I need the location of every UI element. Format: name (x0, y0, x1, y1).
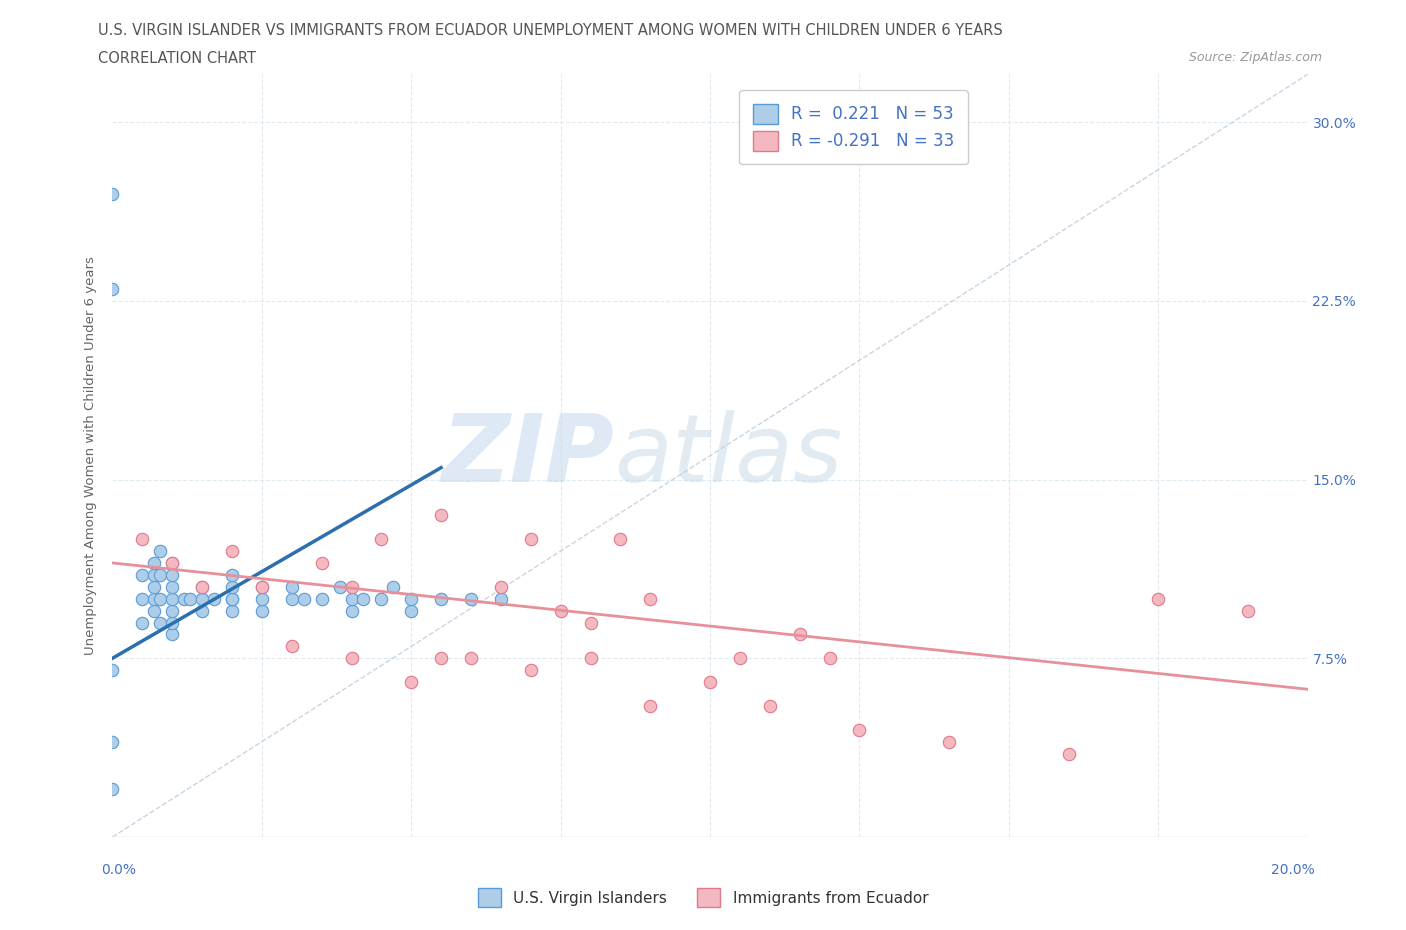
Point (1057, 746, 1080, 761)
Point (162, 591, 183, 606)
Point (162, 627, 183, 642)
Point (401, 674, 423, 689)
Point (759, 698, 782, 713)
Text: atlas: atlas (614, 410, 842, 501)
Text: Source: ZipAtlas.com: Source: ZipAtlas.com (1188, 51, 1322, 64)
Point (311, 591, 333, 606)
Point (179, 591, 201, 606)
Point (191, 579, 214, 594)
Point (191, 579, 214, 594)
Point (938, 735, 960, 750)
Point (221, 591, 243, 606)
Text: U.S. VIRGIN ISLANDER VS IMMIGRANTS FROM ECUADOR UNEMPLOYMENT AMONG WOMEN WITH CH: U.S. VIRGIN ISLANDER VS IMMIGRANTS FROM … (98, 23, 1002, 38)
Legend: U.S. Virgin Islanders, Immigrants from Ecuador: U.S. Virgin Islanders, Immigrants from E… (472, 883, 934, 913)
Text: 20.0%: 20.0% (1271, 863, 1315, 877)
Point (848, 723, 870, 737)
Point (329, 579, 352, 594)
Point (609, 532, 631, 547)
Point (579, 651, 602, 666)
Point (382, 579, 405, 594)
Point (101, 735, 124, 750)
Point (221, 543, 243, 558)
Point (149, 543, 172, 558)
Point (131, 532, 153, 547)
Point (579, 615, 602, 630)
Point (640, 591, 662, 606)
Point (520, 663, 543, 678)
Point (101, 663, 124, 678)
Point (221, 604, 243, 618)
Point (460, 591, 482, 606)
Point (162, 555, 183, 570)
Point (1147, 591, 1170, 606)
Point (370, 591, 392, 606)
Point (131, 615, 153, 630)
Point (101, 782, 124, 797)
Point (489, 579, 512, 594)
Text: CORRELATION CHART: CORRELATION CHART (98, 51, 256, 66)
Point (191, 591, 214, 606)
Point (250, 579, 273, 594)
Point (250, 579, 273, 594)
Point (640, 698, 662, 713)
Point (101, 282, 124, 297)
Point (281, 639, 304, 654)
Point (430, 591, 453, 606)
Point (430, 508, 453, 523)
Point (250, 604, 273, 618)
Point (221, 567, 243, 582)
Point (281, 591, 304, 606)
Point (162, 615, 183, 630)
Legend: R =  0.221   N = 53, R = -0.291   N = 33: R = 0.221 N = 53, R = -0.291 N = 33 (740, 90, 967, 165)
Point (250, 591, 273, 606)
Point (162, 555, 183, 570)
Point (370, 532, 392, 547)
Point (143, 567, 166, 582)
Point (818, 651, 841, 666)
Point (460, 651, 482, 666)
Point (131, 591, 153, 606)
Point (430, 651, 453, 666)
Point (292, 591, 315, 606)
Point (143, 604, 166, 618)
Point (789, 627, 811, 642)
Point (340, 591, 363, 606)
Point (550, 604, 572, 618)
Point (202, 591, 225, 606)
Point (149, 615, 172, 630)
Point (401, 591, 423, 606)
Point (401, 604, 423, 618)
Point (131, 567, 153, 582)
Point (143, 579, 166, 594)
Point (221, 579, 243, 594)
Point (221, 591, 243, 606)
Point (699, 674, 721, 689)
Point (520, 532, 543, 547)
Point (1237, 604, 1260, 618)
Point (149, 591, 172, 606)
Point (281, 579, 304, 594)
Point (143, 555, 166, 570)
Point (311, 555, 333, 570)
Point (143, 591, 166, 606)
Point (162, 604, 183, 618)
Point (173, 591, 195, 606)
Point (340, 579, 363, 594)
Text: 0.0%: 0.0% (101, 863, 136, 877)
Y-axis label: Unemployment Among Women with Children Under 6 years: Unemployment Among Women with Children U… (83, 257, 97, 655)
Point (162, 579, 183, 594)
Point (340, 604, 363, 618)
Point (162, 567, 183, 582)
Point (149, 567, 172, 582)
Point (728, 651, 751, 666)
Point (101, 186, 124, 201)
Point (489, 591, 512, 606)
Point (191, 604, 214, 618)
Point (353, 591, 375, 606)
Point (340, 651, 363, 666)
Text: ZIP: ZIP (441, 410, 614, 501)
